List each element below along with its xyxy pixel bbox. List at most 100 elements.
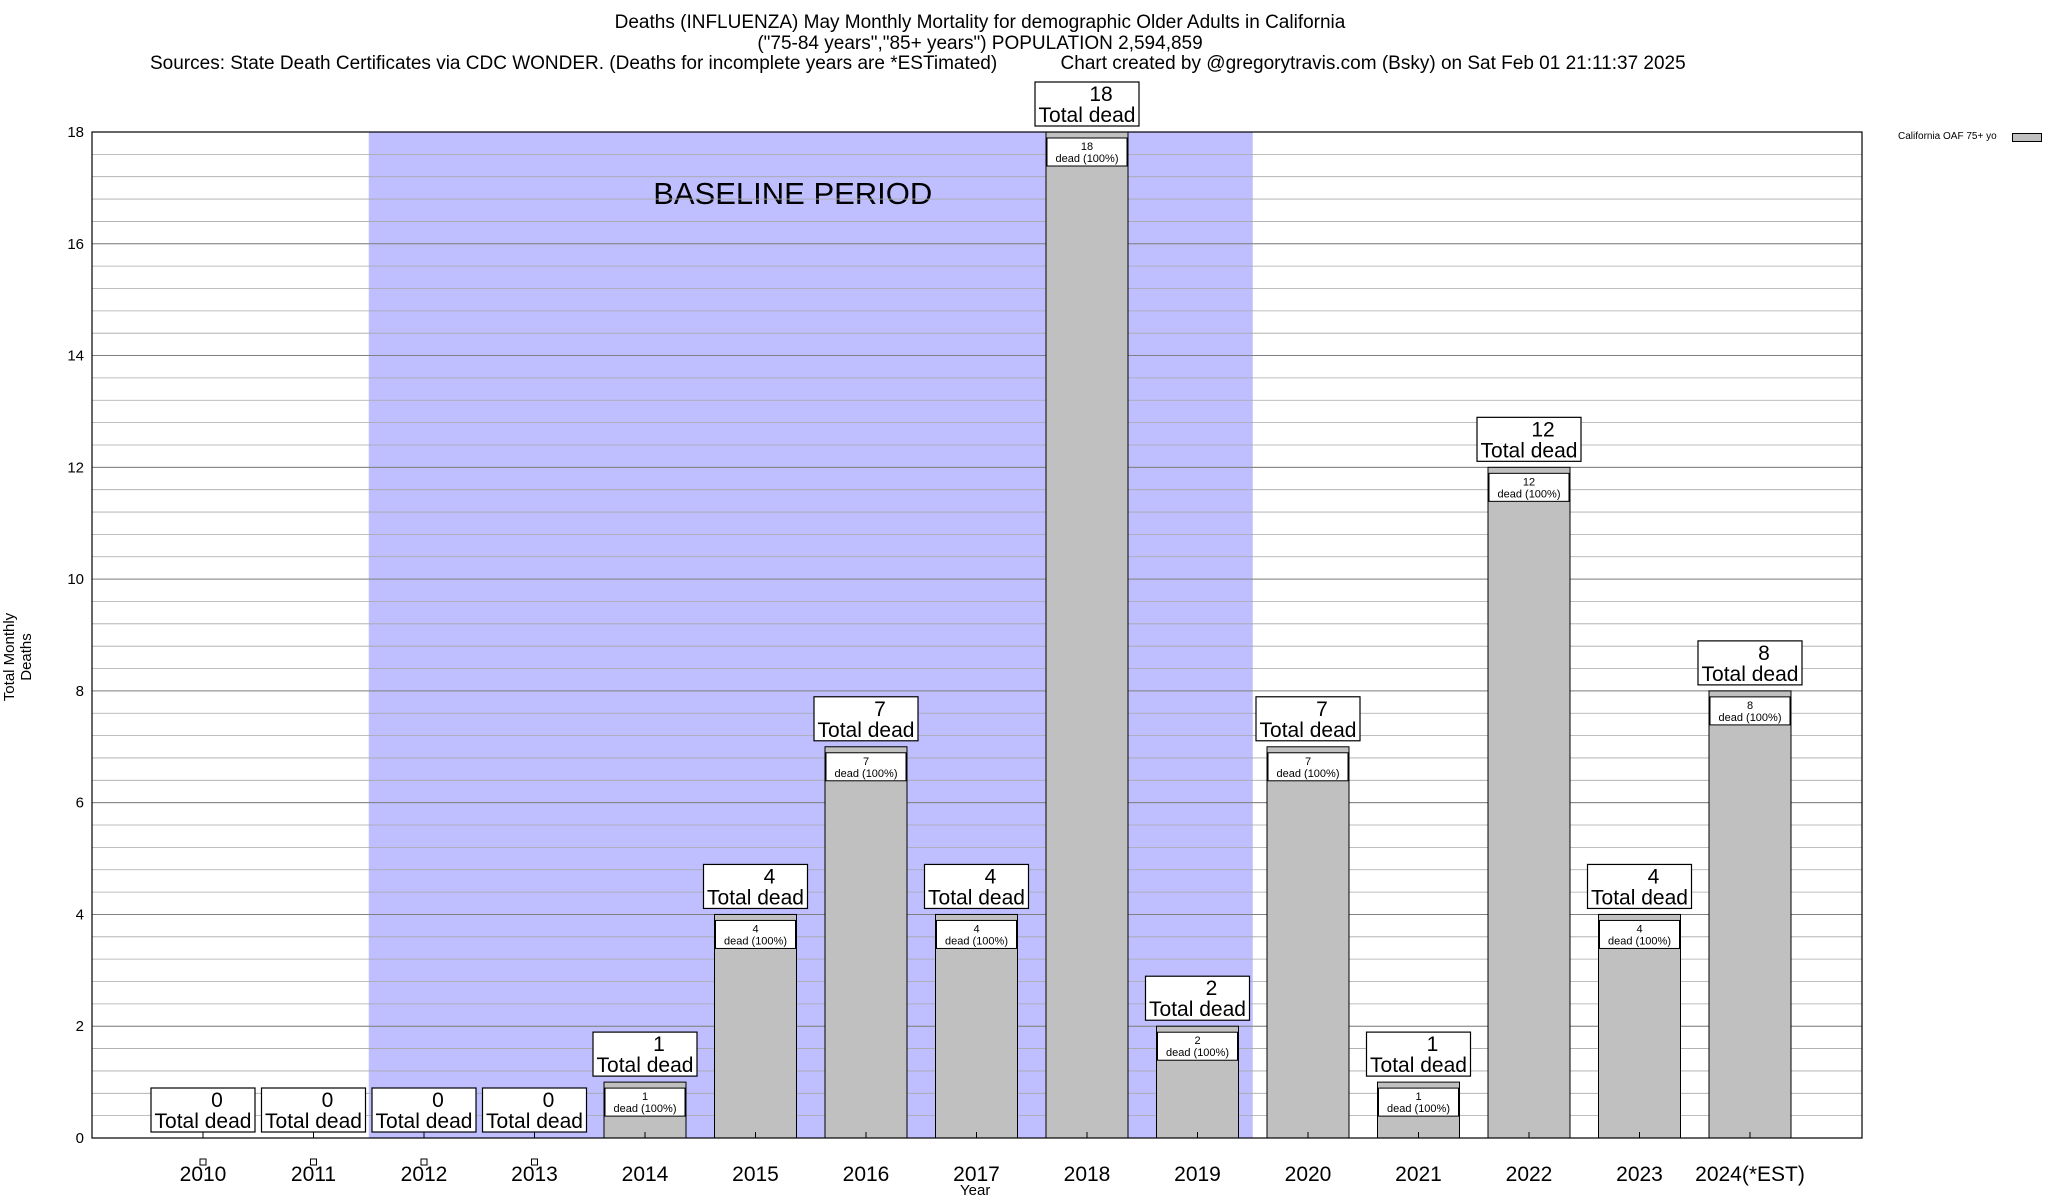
- y-axis-label: Total Monthly Deaths: [1, 612, 35, 702]
- x-tick-label: 2024(*EST): [1695, 1163, 1805, 1186]
- zero-marker: [199, 1158, 207, 1166]
- legend-label: California OAF 75+ yo: [1898, 131, 1997, 142]
- bar-inner-label-box: [1157, 1031, 1238, 1061]
- bar-total-label-box: [1144, 975, 1251, 1021]
- bar-total-label: Total dead: [1370, 1054, 1467, 1077]
- bar-total-label: Total dead: [928, 886, 1025, 909]
- y-tick-label: 2: [76, 1018, 84, 1035]
- y-tick-label: 0: [76, 1130, 84, 1147]
- bar-total-label-box: [481, 1087, 588, 1133]
- bar-total-label: Total dead: [1039, 104, 1136, 127]
- y-tick-label: 18: [67, 124, 84, 141]
- x-tick-label: 2016: [843, 1163, 890, 1186]
- bar-total-value: 7: [1316, 698, 1328, 721]
- x-tick-label: 2010: [180, 1163, 227, 1186]
- bar-inner-value: 18: [1081, 141, 1093, 153]
- bar-total-label: Total dead: [376, 1110, 473, 1133]
- bar-total-label-box: [260, 1087, 367, 1133]
- bar-total-label-box: [813, 696, 919, 742]
- bar-inner-label: dead (100%): [1498, 488, 1561, 500]
- bar-inner-value: 4: [1636, 923, 1642, 935]
- zero-marker: [420, 1158, 428, 1166]
- bar-total-label: Total dead: [1149, 998, 1246, 1021]
- bar-total-value: 4: [764, 865, 776, 888]
- bar-total-label: Total dead: [1481, 439, 1578, 462]
- bar-inner-label-box: [1488, 472, 1570, 502]
- bar-total-label-box: [1034, 81, 1140, 127]
- chart-subtitle: ("75-84 years","85+ years") POPULATION 2…: [757, 33, 1203, 54]
- bar-total-value: 1: [653, 1033, 665, 1056]
- x-tick-label: 2017: [953, 1163, 1000, 1186]
- x-tick-label: 2014: [622, 1163, 669, 1186]
- chart-title: Deaths (INFLUENZA) May Monthly Mortality…: [614, 12, 1346, 33]
- bar-total-label-box: [1697, 640, 1803, 686]
- bar-total-value: 2: [1206, 977, 1218, 1000]
- x-tick-label: 2015: [732, 1163, 779, 1186]
- bar-total-label: Total dead: [707, 886, 804, 909]
- bar: [1598, 913, 1681, 1139]
- bar-inner-label-box: [1709, 696, 1791, 726]
- bar: [1045, 131, 1129, 1139]
- bar-inner-value: 7: [1305, 756, 1311, 768]
- bar-total-label-box: [1255, 696, 1361, 742]
- bar-inner-label: dead (100%): [835, 768, 898, 780]
- bar-inner-label: dead (100%): [1277, 768, 1340, 780]
- zero-marker: [310, 1158, 317, 1166]
- bar-total-label: Total dead: [1260, 719, 1357, 742]
- bar-inner-label: dead (100%): [724, 935, 787, 947]
- x-tick-label: 2018: [1064, 1163, 1111, 1186]
- x-tick-label: 2021: [1395, 1163, 1442, 1186]
- bar-inner-label-box: [1378, 1087, 1459, 1117]
- bar-total-value: 7: [874, 698, 886, 721]
- y-tick-label: 14: [67, 348, 84, 365]
- y-tick-label: 4: [76, 906, 84, 923]
- bar-inner-label-box: [1046, 137, 1128, 167]
- bar-total-value: 4: [1648, 865, 1660, 888]
- y-tick-label: 6: [76, 795, 84, 812]
- bar-total-label-box: [150, 1087, 256, 1133]
- bar: [1487, 466, 1571, 1139]
- bar-inner-label: dead (100%): [945, 935, 1008, 947]
- bar-total-label: Total dead: [265, 1110, 362, 1133]
- y-tick-label: 8: [76, 683, 84, 700]
- bar: [1708, 690, 1792, 1139]
- bar-total-value: 0: [322, 1089, 334, 1112]
- plot-frame: [91, 131, 1863, 1139]
- bar-total-label-box: [923, 863, 1030, 910]
- bar-inner-label-box: [936, 919, 1017, 949]
- x-tick-label: 2023: [1616, 1163, 1663, 1186]
- bar-inner-value: 4: [973, 923, 979, 935]
- bar-inner-label-box: [1267, 752, 1349, 782]
- bar-inner-label: dead (100%): [614, 1103, 677, 1115]
- bar-inner-label: dead (100%): [1719, 712, 1782, 724]
- bar-total-label: Total dead: [1591, 886, 1688, 909]
- bar: [824, 746, 908, 1139]
- x-tick-label: 2022: [1506, 1163, 1553, 1186]
- bar-inner-value: 4: [752, 923, 758, 935]
- bar-inner-value: 2: [1194, 1035, 1200, 1047]
- bar-total-label: Total dead: [486, 1110, 583, 1133]
- bar-inner-label: dead (100%): [1056, 153, 1119, 165]
- y-tick-label: 10: [67, 571, 84, 588]
- x-tick-label: 2013: [511, 1163, 558, 1186]
- x-tick-label: 2019: [1174, 1163, 1221, 1186]
- bar-total-label: Total dead: [1702, 663, 1799, 686]
- bar-inner-value: 1: [1415, 1091, 1421, 1103]
- bar-inner-label: dead (100%): [1608, 935, 1671, 947]
- x-axis-label: Year: [960, 1182, 991, 1199]
- chart-source-line: Sources: State Death Certificates via CD…: [150, 53, 1686, 74]
- bar-total-value: 4: [985, 865, 997, 888]
- bar-total-value: 18: [1089, 83, 1112, 106]
- bar-inner-label-box: [715, 919, 796, 949]
- bar-inner-label: dead (100%): [1166, 1047, 1229, 1059]
- bar-inner-value: 8: [1747, 700, 1753, 712]
- bar-total-value: 12: [1531, 418, 1554, 441]
- bar-total-label: Total dead: [597, 1054, 694, 1077]
- bar-total-label-box: [371, 1087, 477, 1133]
- bar-total-label: Total dead: [818, 719, 915, 742]
- zero-marker: [531, 1158, 538, 1166]
- x-tick-label: 2011: [291, 1163, 336, 1186]
- bar-inner-label-box: [825, 752, 907, 782]
- bar-inner-label-box: [1599, 919, 1680, 949]
